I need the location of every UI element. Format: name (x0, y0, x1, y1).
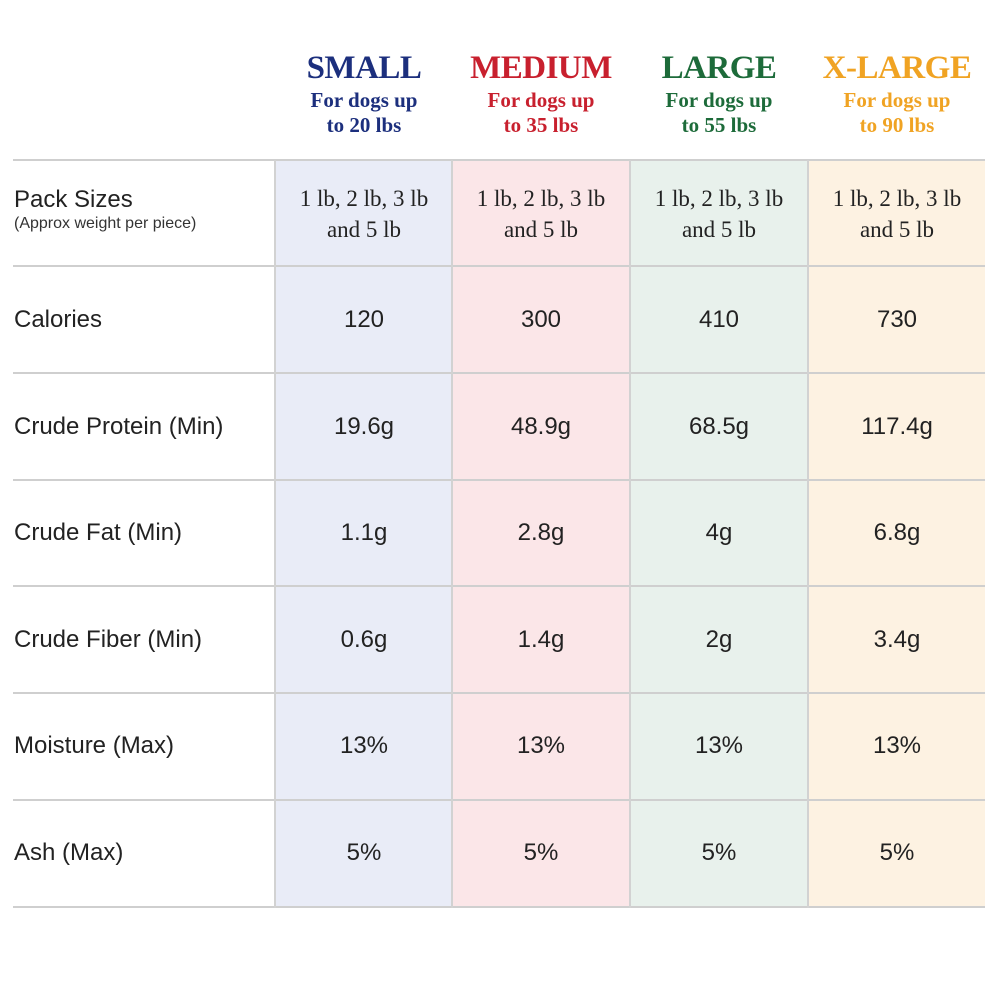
table-cell: 2.8g (517, 519, 565, 546)
column-divider (274, 160, 276, 908)
column-header-medium: MEDIUM For dogs up to 35 lbs (453, 48, 629, 138)
row-divider (13, 265, 985, 267)
table-cell: 1.1g (340, 519, 388, 546)
table-cell: 13% (694, 732, 744, 759)
row-divider (13, 585, 985, 587)
table-cell: 6.8g (873, 519, 921, 546)
table-cell: 3.4g (873, 626, 921, 653)
row-label-text: Pack Sizes (14, 186, 133, 213)
table-cell: 2g (705, 626, 733, 653)
table-cell: 48.9g (510, 413, 572, 440)
column-header-x-large: X-LARGE For dogs up to 90 lbs (809, 48, 985, 138)
table-cell: 730 (876, 306, 918, 333)
table-cell: 4g (705, 519, 733, 546)
table-cell: 300 (520, 306, 562, 333)
table-cell: 5% (523, 839, 559, 866)
large-column-tint (631, 160, 807, 908)
x-large-column-tint (809, 160, 985, 908)
row-label-calories: Calories (14, 306, 103, 333)
table-cell: 1 lb, 2 lb, 3 lb and 5 lb (654, 186, 784, 242)
row-divider (13, 159, 985, 161)
table-cell: 120 (343, 306, 385, 333)
column-subtitle: For dogs up to 90 lbs (843, 88, 951, 137)
table-cell: 5% (346, 839, 382, 866)
table-cell: 5% (879, 839, 915, 866)
table-cell: 117.4g (861, 413, 933, 440)
column-header-small: SMALL For dogs up to 20 lbs (276, 48, 452, 138)
column-title: X-LARGE (822, 50, 972, 86)
row-divider (13, 372, 985, 374)
column-divider (451, 160, 453, 908)
table-cell: 13% (872, 732, 922, 759)
row-label-crude-fat: Crude Fat (Min) (14, 519, 183, 546)
column-divider (629, 160, 631, 908)
table-cell: 1 lb, 2 lb, 3 lb and 5 lb (476, 186, 606, 242)
column-header-large: LARGE For dogs up to 55 lbs (631, 48, 807, 138)
row-sublabel: (Approx weight per piece) (14, 215, 197, 232)
column-title: LARGE (661, 50, 777, 86)
table-cell: 13% (339, 732, 389, 759)
row-label-ash: Ash (Max) (14, 839, 124, 866)
row-label-pack-sizes: Pack Sizes (Approx weight per piece) (14, 186, 274, 234)
table-cell: 0.6g (340, 626, 388, 653)
column-subtitle: For dogs up to 20 lbs (310, 88, 418, 137)
row-divider (13, 906, 985, 908)
column-divider (807, 160, 809, 908)
row-label-crude-protein: Crude Protein (Min) (14, 413, 224, 440)
row-divider (13, 479, 985, 481)
medium-column-tint (453, 160, 629, 908)
table-cell: 1 lb, 2 lb, 3 lb and 5 lb (832, 186, 962, 242)
row-label-crude-fiber: Crude Fiber (Min) (14, 626, 203, 653)
table-cell: 1.4g (517, 626, 565, 653)
table-cell: 19.6g (333, 413, 395, 440)
table-cell: 13% (516, 732, 566, 759)
table-cell: 5% (701, 839, 737, 866)
column-subtitle: For dogs up to 35 lbs (487, 88, 595, 137)
row-divider (13, 692, 985, 694)
row-label-moisture: Moisture (Max) (14, 732, 175, 759)
column-title: SMALL (306, 50, 422, 86)
column-subtitle: For dogs up to 55 lbs (665, 88, 773, 137)
table-cell: 68.5g (688, 413, 750, 440)
table-cell: 410 (698, 306, 740, 333)
column-title: MEDIUM (470, 50, 612, 86)
small-column-tint (276, 160, 451, 908)
row-divider (13, 799, 985, 801)
table-cell: 1 lb, 2 lb, 3 lb and 5 lb (299, 186, 429, 242)
